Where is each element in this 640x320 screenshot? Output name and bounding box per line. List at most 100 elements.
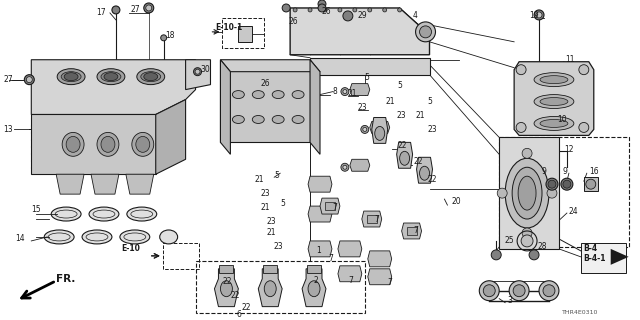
Polygon shape [126, 174, 154, 194]
Text: 10: 10 [557, 115, 566, 124]
Circle shape [586, 179, 596, 189]
Ellipse shape [540, 76, 568, 84]
Ellipse shape [141, 72, 161, 82]
Text: E-10: E-10 [121, 244, 140, 253]
Polygon shape [368, 251, 392, 267]
Text: 23: 23 [358, 103, 367, 112]
Ellipse shape [62, 132, 84, 156]
Circle shape [397, 8, 402, 12]
Circle shape [161, 35, 166, 41]
Polygon shape [611, 249, 628, 265]
Circle shape [547, 188, 557, 198]
Bar [223, 18, 264, 48]
Circle shape [563, 180, 571, 188]
Polygon shape [308, 241, 332, 257]
Polygon shape [362, 211, 381, 227]
Circle shape [516, 123, 526, 132]
Circle shape [24, 75, 35, 84]
Circle shape [193, 68, 202, 76]
Ellipse shape [518, 176, 536, 210]
Polygon shape [91, 174, 119, 194]
Ellipse shape [136, 136, 150, 152]
Circle shape [368, 8, 372, 12]
Text: 5: 5 [274, 171, 279, 180]
Circle shape [534, 10, 544, 20]
Circle shape [516, 65, 526, 75]
Ellipse shape [252, 116, 264, 124]
Circle shape [112, 6, 120, 14]
Text: 21: 21 [266, 228, 276, 237]
Circle shape [492, 250, 501, 260]
Text: 22: 22 [397, 141, 407, 150]
Ellipse shape [252, 91, 264, 99]
Polygon shape [31, 60, 196, 115]
Text: 14: 14 [15, 235, 25, 244]
Circle shape [521, 235, 533, 247]
Ellipse shape [399, 151, 410, 165]
Text: 18: 18 [166, 31, 175, 40]
Circle shape [529, 250, 539, 260]
Polygon shape [370, 122, 390, 133]
Text: 22: 22 [223, 277, 232, 286]
Circle shape [479, 281, 499, 301]
Polygon shape [372, 117, 388, 143]
Circle shape [318, 0, 326, 8]
Ellipse shape [82, 230, 112, 244]
Circle shape [343, 90, 347, 93]
Text: E-10-1: E-10-1 [216, 23, 243, 32]
Text: 5: 5 [365, 73, 370, 82]
Text: 23: 23 [397, 111, 406, 120]
Ellipse shape [505, 158, 549, 228]
Ellipse shape [264, 281, 276, 297]
Ellipse shape [375, 126, 385, 140]
Ellipse shape [534, 95, 574, 108]
Circle shape [343, 165, 347, 169]
Circle shape [308, 8, 312, 12]
Circle shape [341, 88, 349, 96]
Text: 25: 25 [504, 236, 514, 245]
Ellipse shape [534, 73, 574, 87]
Text: 9: 9 [541, 167, 546, 176]
Text: 22: 22 [241, 303, 251, 312]
Ellipse shape [160, 230, 178, 244]
Text: 24: 24 [569, 206, 579, 216]
Text: 23: 23 [428, 125, 437, 134]
Text: 21: 21 [260, 203, 270, 212]
Text: 21: 21 [348, 89, 357, 98]
Circle shape [536, 12, 542, 18]
Polygon shape [499, 137, 559, 249]
Polygon shape [308, 176, 332, 192]
Text: 22: 22 [428, 175, 437, 184]
Text: 23: 23 [266, 217, 276, 226]
Bar [584, 177, 598, 191]
Polygon shape [310, 58, 429, 75]
Ellipse shape [97, 69, 125, 84]
Circle shape [548, 180, 556, 188]
Text: 7: 7 [375, 214, 380, 224]
Polygon shape [302, 269, 326, 307]
Text: 21: 21 [415, 111, 425, 120]
Text: 22: 22 [230, 291, 240, 300]
Bar [406, 227, 417, 235]
Ellipse shape [57, 69, 85, 84]
Text: 29: 29 [358, 12, 367, 20]
Ellipse shape [132, 132, 154, 156]
Text: 26: 26 [260, 79, 270, 88]
Circle shape [546, 178, 558, 190]
Circle shape [497, 188, 507, 198]
Circle shape [543, 285, 555, 297]
Circle shape [509, 281, 529, 301]
Ellipse shape [292, 116, 304, 124]
Ellipse shape [220, 281, 232, 297]
Text: 5: 5 [397, 81, 403, 90]
Polygon shape [310, 60, 320, 154]
Circle shape [341, 163, 349, 171]
Circle shape [579, 123, 589, 132]
Bar [163, 243, 198, 269]
Text: 21: 21 [254, 175, 264, 184]
Circle shape [338, 8, 342, 12]
Text: 17: 17 [96, 8, 106, 18]
Ellipse shape [534, 116, 574, 131]
Text: 5: 5 [280, 199, 285, 208]
Circle shape [415, 22, 435, 42]
